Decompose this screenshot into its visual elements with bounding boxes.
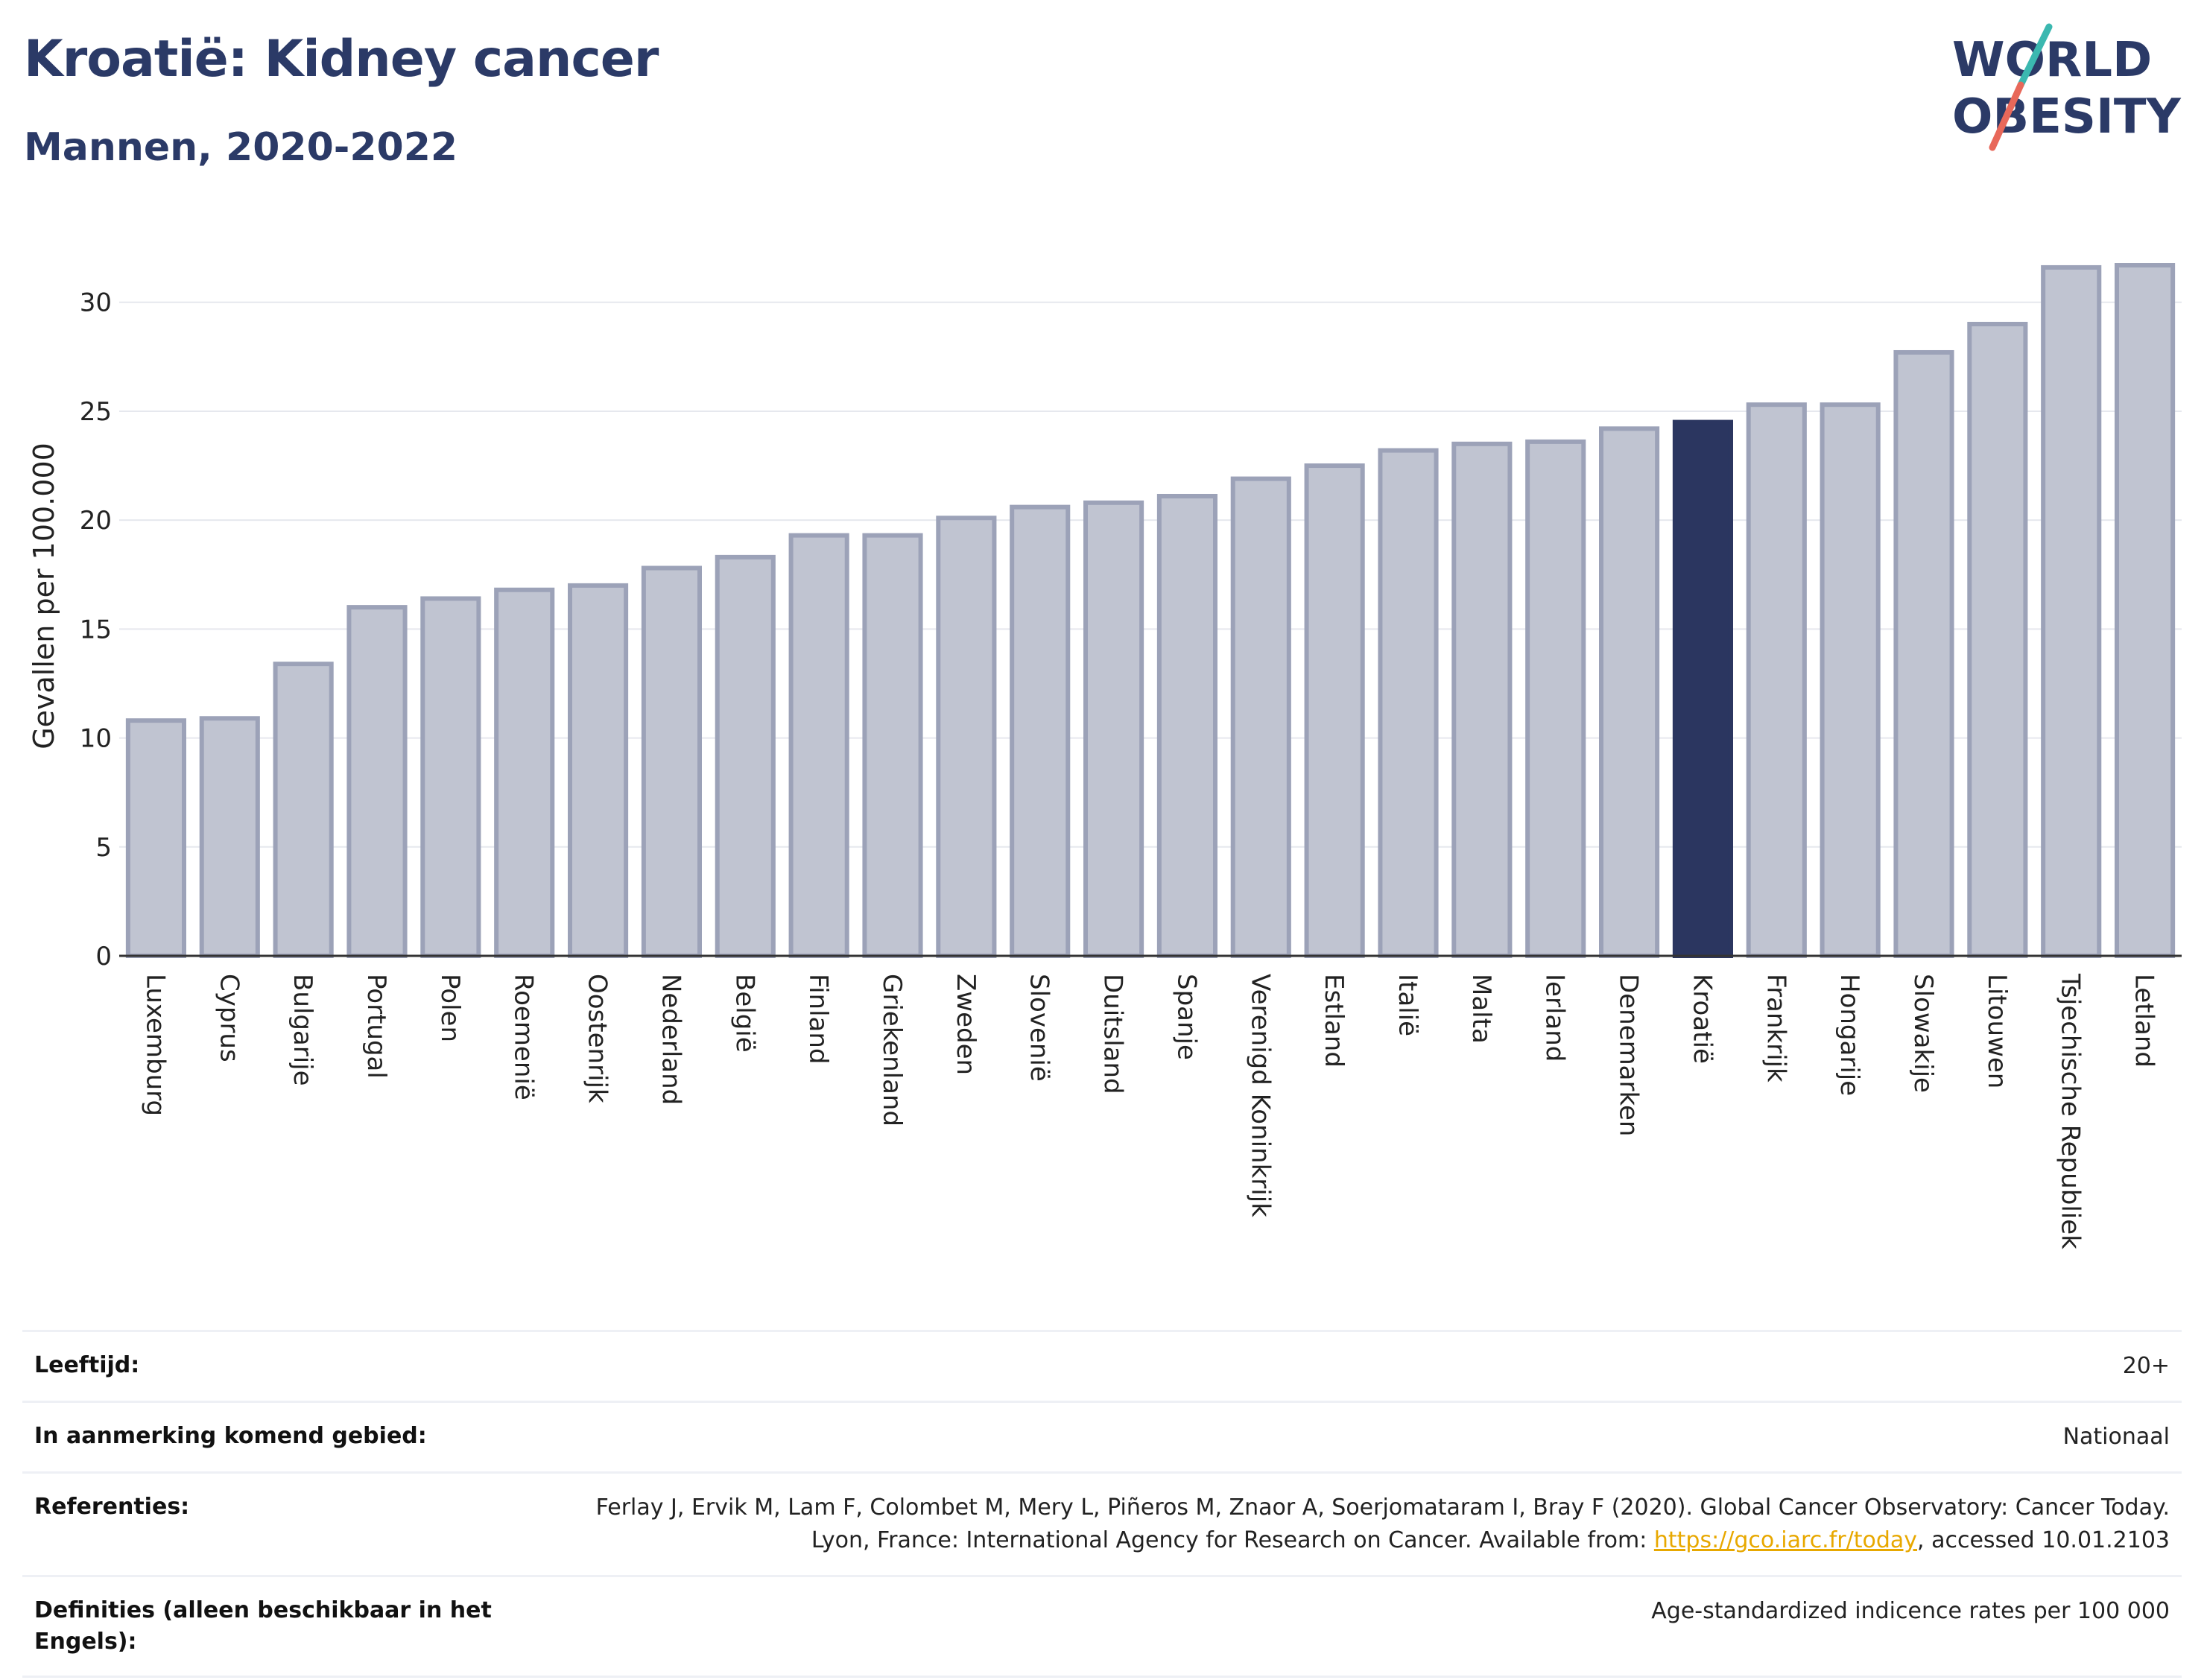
x-tick-label: Spanje (1171, 974, 1201, 1060)
x-tick-label: Ierland (1540, 974, 1570, 1062)
bar-belgië (715, 554, 776, 958)
references-value: Ferlay J, Ervik M, Lam F, Colombet M, Me… (568, 1492, 2170, 1557)
x-tick-label: Luxemburg (140, 974, 170, 1116)
x-tick-label: Bulgarije (288, 974, 317, 1086)
bar-finland (788, 533, 849, 958)
x-tick-label: Slowakije (1908, 974, 1938, 1093)
y-tick-label: 20 (80, 506, 112, 536)
x-tick-label: Kroatië (1687, 974, 1717, 1064)
x-tick-label: Duitsland (1098, 974, 1128, 1094)
x-tick-label: Griekenland (877, 974, 907, 1126)
bar-roemenië (494, 587, 555, 959)
bar-luxemburg (125, 718, 186, 958)
x-tick-label: Polen (435, 974, 465, 1042)
x-tick-label: Roemenië (509, 974, 539, 1100)
x-tick-label: Denemarken (1614, 974, 1644, 1136)
y-tick-label: 15 (80, 615, 112, 644)
info-row-age: Leeftijd: 20+ (22, 1330, 2182, 1401)
bar-ierland (1525, 439, 1586, 958)
bar-tsjechische-republiek (2041, 264, 2102, 958)
x-tick-label: Italië (1393, 974, 1422, 1036)
bar-slovenië (1010, 504, 1071, 958)
bar-malta (1451, 441, 1513, 958)
x-tick-label: Finland (803, 974, 833, 1065)
bar-italië (1378, 448, 1439, 958)
axes: 0 5 10 15 20 25 30 Luxemburg Cyprus Bulgarije Port… (80, 288, 2182, 1249)
bar-estland (1304, 463, 1365, 958)
x-tick-label: België (729, 974, 759, 1053)
info-row-area: In aanmerking komend gebied: Nationaal (22, 1401, 2182, 1471)
x-tick-label: Zweden (951, 974, 981, 1075)
y-tick-label: 5 (95, 833, 112, 863)
x-tick-label: Malta (1466, 974, 1496, 1044)
area-value: Nationaal (2062, 1424, 2170, 1450)
x-tick-label: Litouwen (1982, 974, 2012, 1088)
x-tick-label: Estland (1319, 974, 1349, 1068)
x-tick-label: Portugal (361, 974, 391, 1079)
bar-verenigd-koninkrijk (1230, 476, 1291, 958)
bar-portugal (346, 605, 408, 958)
y-tick-label: 25 (80, 397, 112, 427)
y-tick-label: 10 (80, 724, 112, 754)
bar-griekenland (862, 533, 923, 958)
bar-hongarije (1820, 402, 1881, 958)
x-tick-label: Verenigd Koninkrijk (1245, 974, 1275, 1217)
logo-line-2: OBESITY (1952, 89, 2181, 145)
x-tick-label: Slovenië (1025, 974, 1054, 1082)
world-obesity-logo: WORLD OBESITY (1952, 23, 2181, 151)
definitions-value: Age-standardized indicence rates per 100… (1651, 1598, 2170, 1624)
info-row-definitions: Definities (alleen beschikbaar in het En… (22, 1575, 2182, 1678)
bar-spanje (1156, 493, 1217, 958)
definitions-label: Definities (alleen beschikbaar in het En… (34, 1597, 492, 1655)
y-axis-label: Gevallen per 100.000 (28, 443, 60, 749)
references-label: Referenties: (34, 1494, 190, 1520)
x-tick-label: Cyprus (214, 974, 244, 1062)
bar-bulgarije (273, 662, 334, 958)
bar-nederland (641, 565, 702, 958)
bar-chart: 0 5 10 15 20 25 30 Luxemburg Cyprus Bulgarije Port… (28, 263, 2182, 1249)
y-tick-label: 30 (80, 288, 112, 318)
bar-cyprus (199, 716, 260, 958)
x-tick-label: Hongarije (1834, 974, 1864, 1096)
bar-frankrijk (1746, 402, 1807, 958)
x-tick-label: Frankrijk (1761, 974, 1790, 1083)
age-value: 20+ (2122, 1353, 2170, 1379)
info-row-references: Referenties: Ferlay J, Ervik M, Lam F, C… (22, 1471, 2182, 1575)
x-tick-label: Oostenrijk (583, 974, 612, 1103)
bar-letland (2115, 263, 2176, 958)
age-label: Leeftijd: (34, 1352, 140, 1378)
bar-kroatië (1672, 419, 1733, 958)
info-table: Leeftijd: 20+ In aanmerking komend gebie… (22, 1330, 2182, 1678)
bar-polen (420, 596, 481, 958)
area-label: In aanmerking komend gebied: (34, 1423, 427, 1449)
bar-oostenrijk (568, 583, 629, 958)
chart-subtitle: Mannen, 2020-2022 (24, 125, 458, 170)
x-tick-label: Letland (2129, 974, 2159, 1068)
bar-zweden (936, 516, 997, 958)
x-tick-label: Tsjechische Republiek (2056, 973, 2086, 1249)
bars (125, 263, 2176, 959)
bar-litouwen (1967, 321, 2028, 958)
bar-denemarken (1599, 426, 1660, 958)
logo-line-1: WORLD (1952, 33, 2152, 88)
reference-link[interactable]: https://gco.iarc.fr/today (1653, 1527, 1918, 1553)
reference-text: Ferlay J, Ervik M, Lam F, Colombet M, Me… (595, 1494, 2170, 1553)
x-tick-label: Nederland (656, 974, 685, 1105)
bar-slowakije (1893, 349, 1954, 958)
bar-duitsland (1083, 500, 1144, 958)
reference-accessed: , accessed 10.01.2103 (1917, 1527, 2170, 1553)
y-tick-label: 0 (95, 942, 112, 971)
chart-title: Kroatië: Kidney cancer (24, 30, 659, 89)
